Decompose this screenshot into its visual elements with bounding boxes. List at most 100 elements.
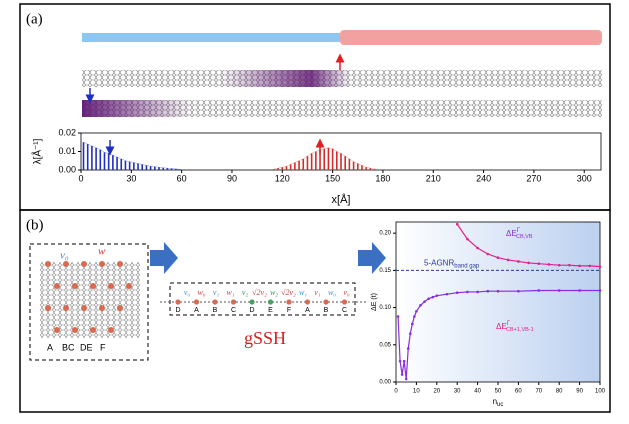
ribbon-density xyxy=(220,70,350,87)
point xyxy=(423,300,426,303)
point xyxy=(486,289,490,293)
point xyxy=(411,322,414,326)
site-label: B xyxy=(324,307,329,314)
reference-label-main: 5-AGNR xyxy=(424,258,454,267)
hopping-label: w₁ xyxy=(226,288,234,297)
point xyxy=(435,294,439,297)
site-label: D xyxy=(249,307,254,314)
series-label-sub: CB,VB xyxy=(516,234,533,240)
hopping-label: w₀ xyxy=(197,288,205,297)
site-label: A xyxy=(305,307,310,314)
series-label-main: ΔE xyxy=(496,322,507,331)
x-axis-label-main: x[Å] xyxy=(332,193,351,206)
site-label: BC xyxy=(62,342,75,352)
x-axis-label-sub: uc xyxy=(497,402,503,408)
series-label-sup: Γ xyxy=(517,228,521,234)
x-axis-label: x[Å] xyxy=(332,193,351,206)
point xyxy=(496,256,500,260)
hopping-label: √2v₂ xyxy=(281,288,296,297)
y-tick-label: 0.20 xyxy=(379,231,391,237)
panel-b-frame xyxy=(19,209,611,413)
y-tick-label: 0.15 xyxy=(379,268,391,274)
ribbon-pink xyxy=(340,30,602,45)
point xyxy=(568,263,571,267)
hopping-label: v₁ xyxy=(213,288,220,297)
point xyxy=(557,263,561,267)
site xyxy=(341,299,348,305)
site-label: DE xyxy=(80,342,93,352)
point xyxy=(419,304,422,307)
panel-label: (a) xyxy=(26,11,43,27)
y-tick-label: 0.01 xyxy=(58,146,76,156)
point xyxy=(400,373,404,376)
site xyxy=(175,299,181,305)
site-label: A xyxy=(47,342,53,352)
chain: v₀ w₀ v₁ w₁ v₂ √2v₂ w₂ √2v₂ w₁ v₁ w₀ v₀D A B C D E F A B C xyxy=(175,288,350,314)
chain-box xyxy=(169,282,356,316)
x-tick-label: 270 xyxy=(526,173,541,183)
point xyxy=(408,332,412,335)
ribbon-structure xyxy=(82,100,602,117)
bond-label: w xyxy=(98,246,106,258)
point xyxy=(476,246,479,250)
site xyxy=(193,299,200,305)
point xyxy=(588,264,592,268)
x-tick-label: 100 xyxy=(595,389,606,395)
point xyxy=(398,359,402,363)
site xyxy=(212,299,218,305)
site xyxy=(267,299,274,305)
point xyxy=(578,264,581,268)
y-axis-label: λ[Å⁻¹] xyxy=(31,138,44,164)
point xyxy=(598,289,602,292)
panel-label: (b) xyxy=(26,217,44,233)
reference-label: 5-AGNRband gap xyxy=(424,258,480,268)
site-label: D xyxy=(175,307,180,314)
point xyxy=(402,359,406,363)
x-tick-label: 180 xyxy=(375,173,390,183)
ribbon-blue xyxy=(82,33,340,42)
x-tick-label: 0 xyxy=(78,173,83,183)
site-label: F xyxy=(100,342,106,352)
envelope xyxy=(273,147,375,170)
x-tick-label: 20 xyxy=(433,389,440,395)
site-label: F xyxy=(287,307,291,314)
y-tick-label: 0.02 xyxy=(58,127,76,137)
point xyxy=(517,289,520,293)
point xyxy=(404,377,408,381)
hopping-label: √2v₂ xyxy=(252,288,267,297)
x-tick-label: 30 xyxy=(454,389,461,395)
y-tick-label: 0.05 xyxy=(379,342,391,348)
atoms xyxy=(45,261,132,333)
hopping-label: v₀ xyxy=(184,288,191,297)
unit-cell-box xyxy=(29,243,149,361)
point xyxy=(547,263,551,266)
x-axis-label: nuc xyxy=(493,397,504,407)
point xyxy=(413,315,416,318)
arrow xyxy=(358,242,386,274)
bond-label: v₀ xyxy=(60,250,69,262)
point xyxy=(396,315,400,318)
y-tick-label: 0.10 xyxy=(379,305,391,311)
x-axis-label-main: n xyxy=(493,397,497,406)
point xyxy=(557,289,561,292)
point xyxy=(445,292,449,296)
y-axis-label: ΔE (t) xyxy=(371,293,378,311)
site xyxy=(304,299,311,305)
point xyxy=(455,222,459,226)
site-label: A xyxy=(194,307,199,314)
x-tick-label: 240 xyxy=(476,173,491,183)
x-tick-label: 0 xyxy=(394,389,398,395)
point xyxy=(466,290,469,294)
x-tick-label: 90 xyxy=(576,389,583,395)
y-tick-label: 0.00 xyxy=(379,380,391,386)
point xyxy=(466,237,469,241)
point xyxy=(527,261,530,265)
point xyxy=(486,252,490,256)
x-tick-label: 70 xyxy=(535,389,542,395)
series-label-sub: CB+1,VB-1 xyxy=(506,327,534,333)
site xyxy=(230,299,237,305)
site-label: C xyxy=(342,307,347,314)
site xyxy=(249,299,255,305)
hopping-label: v₂ xyxy=(242,288,249,297)
x-tick-label: 210 xyxy=(426,173,441,183)
